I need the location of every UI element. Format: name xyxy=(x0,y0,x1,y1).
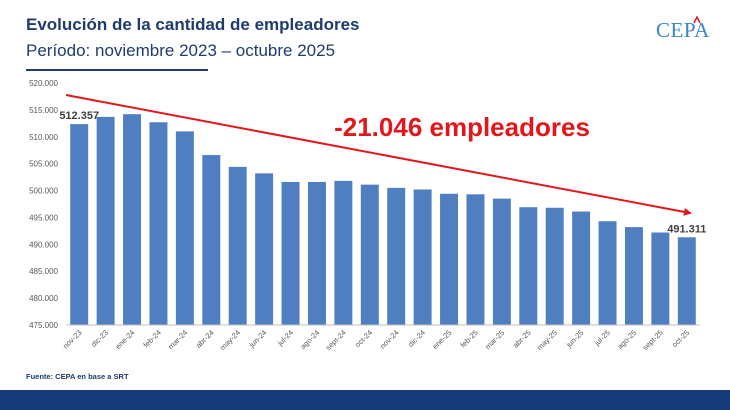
x-tick-label: dic-23 xyxy=(89,328,110,349)
x-tick-label: abr-24 xyxy=(194,328,216,350)
y-tick-label: 485.000 xyxy=(29,267,58,276)
bar xyxy=(624,227,643,325)
bar xyxy=(598,221,617,325)
bars xyxy=(70,114,696,326)
data-label: 512.357 xyxy=(59,110,99,122)
x-tick-label: ago-25 xyxy=(615,328,638,351)
bar xyxy=(387,187,406,325)
x-tick-label: jun-25 xyxy=(564,328,586,350)
x-tick-label: feb-25 xyxy=(458,328,479,349)
bar xyxy=(677,237,696,325)
chart-title: Evolución de la cantidad de empleadores xyxy=(26,15,360,34)
bar xyxy=(202,155,221,325)
y-tick-label: 520.000 xyxy=(29,79,58,88)
bar xyxy=(175,131,194,325)
data-labels: 512.357 491.311 xyxy=(59,110,706,235)
bar xyxy=(519,207,538,325)
bar xyxy=(96,116,115,325)
x-tick-label: dic-24 xyxy=(406,328,427,349)
bar-chart: 475.000 480.000 485.000 490.000 495.000 500.0… xyxy=(29,79,706,352)
bar xyxy=(545,207,564,325)
data-label: 491.311 xyxy=(667,223,706,235)
x-tick-label: ene-25 xyxy=(431,328,454,351)
change-annotation: -21.046 empleadores xyxy=(334,112,590,142)
bar xyxy=(413,189,432,325)
x-tick-label: ene-24 xyxy=(114,328,137,351)
bar xyxy=(572,211,591,325)
x-tick-label: jul-25 xyxy=(592,328,612,348)
y-tick-label: 490.000 xyxy=(29,240,58,249)
x-axis: nov-23 dic-23 ene-24 feb-24 mar-24 abr-24 may-… xyxy=(61,324,700,352)
logo-accent-icon xyxy=(693,16,701,24)
y-tick-label: 505.000 xyxy=(29,160,58,169)
x-tick-label: jul-24 xyxy=(275,328,295,348)
bar xyxy=(70,124,89,325)
title-underline xyxy=(26,69,208,71)
x-tick-label: mar-25 xyxy=(483,328,506,351)
trend-arrow: -21.046 empleadores xyxy=(65,94,692,216)
trend-arrow-line xyxy=(65,94,692,216)
bar xyxy=(281,181,300,325)
bar xyxy=(334,180,353,325)
bar xyxy=(228,166,247,325)
x-tick-label: sept-25 xyxy=(641,328,665,352)
x-tick-label: sept-24 xyxy=(324,328,348,352)
x-tick-label: abr-25 xyxy=(511,328,533,350)
x-tick-label: may-24 xyxy=(218,328,242,352)
bar xyxy=(360,184,379,325)
bar xyxy=(440,193,459,325)
source-note: Fuente: CEPA en base a SRT xyxy=(26,372,129,381)
x-tick-label: mar-24 xyxy=(166,328,189,351)
footer-bar xyxy=(0,390,730,410)
x-tick-label: nov-23 xyxy=(61,328,84,351)
chart-subtitle: Período: noviembre 2023 – octubre 2025 xyxy=(26,41,336,60)
bar xyxy=(149,122,168,325)
bar xyxy=(255,173,274,325)
bar xyxy=(307,181,326,325)
x-tick-label: oct-25 xyxy=(670,328,691,349)
bar xyxy=(492,198,511,325)
y-axis: 475.000 480.000 485.000 490.000 495.000 500.0… xyxy=(29,79,58,330)
x-tick-label: ago-24 xyxy=(298,328,321,351)
bar xyxy=(123,114,142,326)
x-tick-label: jun-24 xyxy=(247,328,269,350)
x-tick-label: nov-24 xyxy=(378,328,401,351)
cepa-logo: CEPA xyxy=(656,18,710,42)
y-tick-label: 475.000 xyxy=(29,321,58,330)
bar xyxy=(651,232,670,325)
y-tick-label: 500.000 xyxy=(29,187,58,196)
y-tick-label: 515.000 xyxy=(29,106,58,115)
y-tick-label: 510.000 xyxy=(29,133,58,142)
x-tick-label: may-25 xyxy=(535,328,559,352)
x-tick-label: feb-24 xyxy=(141,328,162,349)
y-tick-label: 495.000 xyxy=(29,213,58,222)
y-tick-label: 480.000 xyxy=(29,294,58,303)
x-tick-label: oct-24 xyxy=(353,328,374,349)
bar xyxy=(466,194,485,325)
